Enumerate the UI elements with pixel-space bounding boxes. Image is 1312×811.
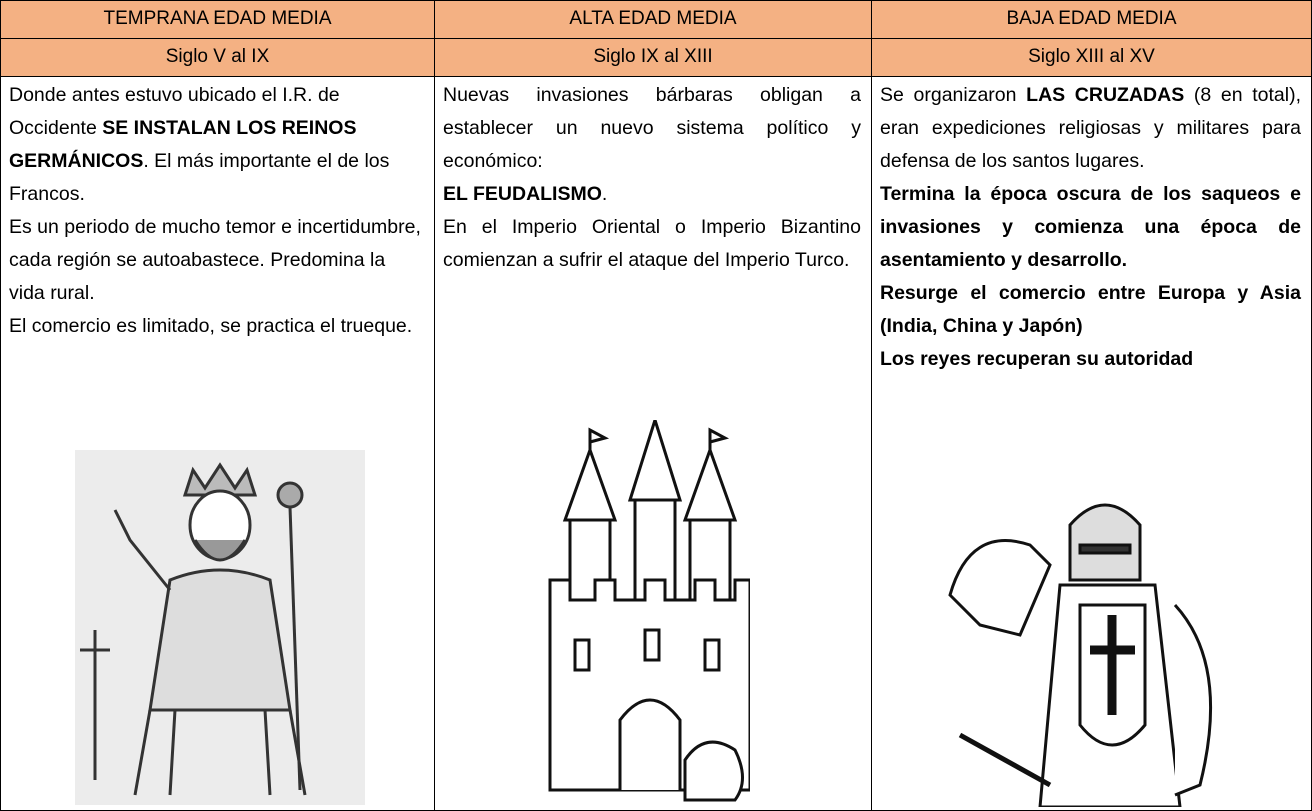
king-illustration [75, 450, 365, 805]
text: . [601, 183, 608, 205]
column-period: Siglo XIII al XV [871, 38, 1312, 77]
column-period: Siglo IX al XIII [434, 38, 872, 77]
column-text: Se organizaron LAS CRUZADAS (8 en total)… [871, 76, 1312, 811]
column-title: ALTA EDAD MEDIA [434, 0, 872, 39]
paragraph: EL FEUDALISMO. [443, 178, 861, 211]
paragraph: Los reyes recuperan su autoridad [880, 343, 1301, 376]
bold-text: Termina la época oscura de los saqueos e… [880, 183, 1301, 271]
paragraph: Se organizaron LAS CRUZADAS (8 en total)… [880, 79, 1301, 178]
text: En el Imperio Oriental o Imperio Bizanti… [443, 216, 861, 271]
castle-illustration [548, 420, 750, 802]
column-text: Nuevas invasiones bárbaras obligan a est… [434, 76, 872, 811]
text: Se organizaron [880, 84, 1027, 106]
bold-text: EL FEUDALISMO [443, 183, 602, 205]
text: . El más importante el de los Francos. [9, 150, 390, 205]
text: Nuevas invasiones bárbaras obligan a est… [443, 84, 861, 172]
bold-text: Resurge el comercio entre Europa y Asia … [880, 282, 1301, 337]
bold-text: SE INSTALAN LOS REINOS GERMÁNICOS [9, 117, 357, 172]
bold-text: LAS CRUZADAS [1026, 84, 1185, 106]
text: Donde antes estuvo ubicado el I.R. de Oc… [9, 84, 340, 139]
paragraph: En el Imperio Oriental o Imperio Bizanti… [443, 211, 861, 277]
knight-illustration [948, 503, 1213, 807]
paragraph: Nuevas invasiones bárbaras obligan a est… [443, 79, 861, 178]
column-title: BAJA EDAD MEDIA [871, 0, 1312, 39]
paragraph: Es un periodo de mucho temor e incertidu… [9, 211, 424, 310]
bold-text: Los reyes recuperan su autoridad [880, 348, 1194, 370]
text: El comercio es limitado, se practica el … [9, 315, 413, 337]
paragraph: Donde antes estuvo ubicado el I.R. de Oc… [9, 79, 424, 211]
text: Es un periodo de mucho temor e incertidu… [9, 216, 421, 304]
text: (8 en total), eran expediciones religios… [880, 84, 1301, 172]
column-period: Siglo V al IX [0, 38, 435, 77]
paragraph: Resurge el comercio entre Europa y Asia … [880, 277, 1301, 343]
column-title: TEMPRANA EDAD MEDIA [0, 0, 435, 39]
paragraph: Termina la época oscura de los saqueos e… [880, 178, 1301, 277]
paragraph: El comercio es limitado, se practica el … [9, 310, 424, 343]
column-text: Donde antes estuvo ubicado el I.R. de Oc… [0, 76, 435, 811]
